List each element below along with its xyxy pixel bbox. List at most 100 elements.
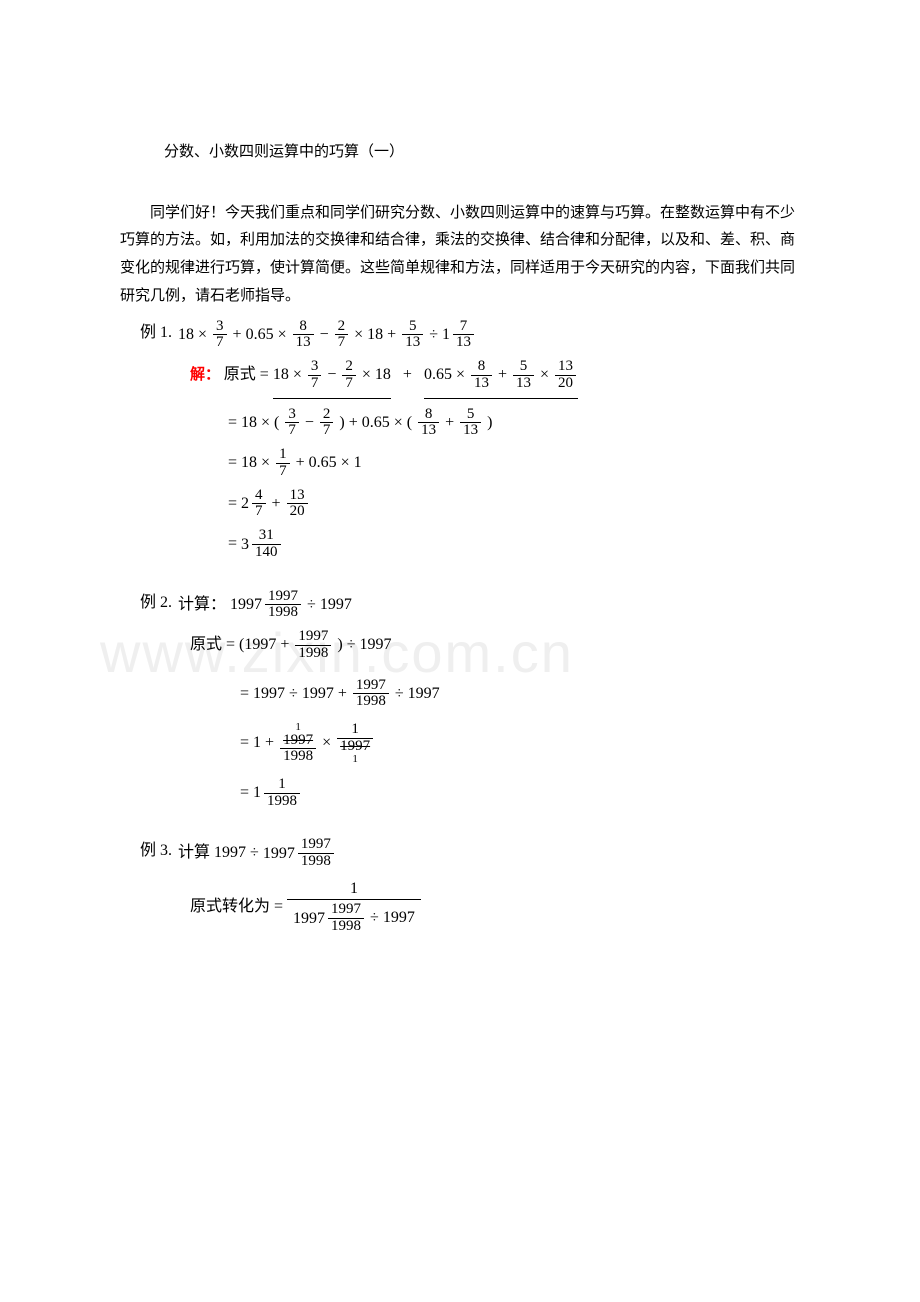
numerator: 5 [402, 319, 423, 336]
numerator: 3 [308, 359, 322, 376]
whole: 1 [442, 321, 450, 348]
denominator: 1998 [280, 749, 316, 765]
numerator: 5 [513, 359, 534, 376]
denominator: 1998 [265, 605, 301, 621]
denominator: 20 [287, 504, 308, 520]
denominator: 13 [460, 423, 481, 439]
term: 1997 [253, 684, 285, 701]
denominator: 13 [471, 376, 492, 392]
denominator: 13 [513, 376, 534, 392]
solution-label: 解： [190, 363, 220, 389]
whole: 2 [241, 490, 249, 517]
calc-label: 计算 [178, 844, 210, 861]
numerator: 31 [252, 528, 281, 545]
denominator: 140 [252, 545, 281, 561]
step: = 111998 [240, 777, 800, 810]
denominator: 1998 [298, 854, 334, 870]
step: 原式转化为 = 1 199719971998 ÷ 1997 [190, 878, 800, 937]
term: 1997 [244, 636, 276, 653]
denominator: 1998 [328, 919, 364, 935]
example-2-label: 例 2. [140, 589, 172, 616]
numerator: 13 [555, 359, 576, 376]
example-3-label: 例 3. [140, 837, 172, 864]
numerator: 2 [335, 319, 349, 336]
example-1-solution: 解： 原式 = 18 × 37 − 27 × 18 + 0.65 × 813 +… [120, 359, 800, 561]
numerator: 1997 [295, 629, 331, 646]
term: 1997 [302, 684, 334, 701]
numerator: 3 [213, 319, 227, 336]
whole: 1997 [263, 840, 295, 867]
cancelled: 1997 [283, 733, 313, 748]
term: 0.65 [362, 413, 390, 430]
term: 1 [354, 454, 362, 471]
numerator: 13 [287, 488, 308, 505]
step: = 18 × 17 + 0.65 × 1 [228, 447, 800, 480]
term: 0.65 [309, 454, 337, 471]
numerator: 1997 [328, 902, 364, 919]
term: 0.65 [246, 325, 274, 342]
denominator: 1998 [353, 694, 389, 710]
numerator: 1997 [265, 589, 301, 606]
example-1-label: 例 1. [140, 319, 172, 346]
cancelled: 1997 [340, 739, 370, 754]
step: 原式 = (1997 + 19971998 ) ÷ 1997 [190, 629, 800, 662]
denominator: 7 [342, 376, 356, 392]
term: 1997 [360, 636, 392, 653]
term: 18 [241, 454, 257, 471]
intro-paragraph: 同学们好！今天我们重点和同学们研究分数、小数四则运算中的速算与巧算。在整数运算中… [120, 200, 800, 311]
page-title: 分数、小数四则运算中的巧算（一） [164, 140, 800, 166]
orig-label: 原式 [224, 366, 256, 383]
term: 1997 [214, 844, 246, 861]
numerator: 1 [287, 878, 421, 901]
denominator: 13 [402, 335, 423, 351]
whole: 1997 [230, 591, 262, 618]
denominator: 7 [320, 423, 334, 439]
denominator: 13 [418, 423, 439, 439]
numerator: 4 [252, 488, 266, 505]
numerator: 2 [342, 359, 356, 376]
numerator: 2 [320, 407, 334, 424]
orig-label: 原式 [190, 636, 222, 653]
numerator: 7 [453, 319, 474, 336]
step: = 1997 ÷ 1997 + 19971998 ÷ 1997 [240, 678, 800, 711]
step: = 1 + 11997 1998 × 1 19971 [240, 722, 800, 765]
denominator: 7 [252, 504, 266, 520]
step: = 18 × ( 37 − 27 ) + 0.65 × ( 813 + 513 … [228, 407, 800, 440]
numerator: 3 [285, 407, 299, 424]
example-2-solution: 原式 = (1997 + 19971998 ) ÷ 1997 = 1997 ÷ … [240, 629, 800, 809]
numerator: 1 [337, 722, 373, 739]
term: 18 [375, 366, 391, 383]
whole: 3 [241, 531, 249, 558]
term: 0.65 [424, 366, 452, 383]
whole: 1997 [293, 910, 325, 928]
numerator: 1997 [298, 837, 334, 854]
denominator: 7 [213, 335, 227, 351]
step: = 331140 [228, 528, 800, 561]
numerator: 8 [293, 319, 314, 336]
numerator: 5 [460, 407, 481, 424]
numerator: 8 [471, 359, 492, 376]
calc-label: 计算： [178, 595, 226, 612]
numerator: 1 [276, 447, 290, 464]
example-1-expression: 例 1. 18 × 37 + 0.65 × 813 − 27 × 18 + 51… [140, 319, 800, 352]
denominator: 1998 [295, 646, 331, 662]
cancel-result: 1 [340, 754, 370, 765]
term: 18 [273, 366, 289, 383]
denominator: 7 [335, 335, 349, 351]
denominator: 7 [276, 464, 290, 480]
numerator: 8 [418, 407, 439, 424]
denominator: 1998 [264, 794, 300, 810]
term: 1997 [408, 684, 440, 701]
example-3-expression: 例 3. 计算 1997 ÷ 199719971998 [140, 837, 800, 870]
example-3-solution: 原式转化为 = 1 199719971998 ÷ 1997 [230, 878, 800, 937]
denominator: 7 [308, 376, 322, 392]
whole: 1 [253, 779, 261, 806]
term: 1997 [320, 595, 352, 612]
numerator: 1 [264, 777, 300, 794]
example-2-expression: 例 2. 计算： 199719971998 ÷ 1997 [140, 589, 800, 622]
step: = 247 + 1320 [228, 488, 800, 521]
term: 18 [367, 325, 383, 342]
orig-label: 原式转化为 [190, 898, 270, 915]
denominator: 20 [555, 376, 576, 392]
term: 1 [253, 734, 261, 751]
